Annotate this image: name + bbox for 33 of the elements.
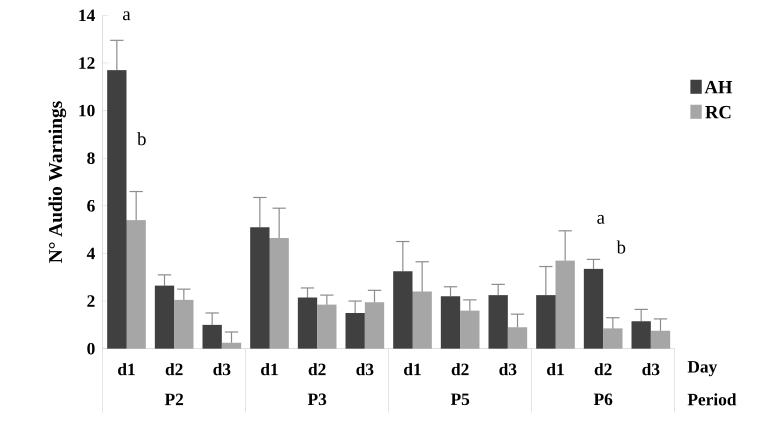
y-tick-label: 0	[87, 342, 95, 355]
text: Period	[688, 393, 736, 406]
y-tick-label: 10	[79, 104, 95, 116]
x-tick-label: d2	[166, 363, 183, 376]
annotation: b	[616, 240, 626, 254]
annotation: b	[137, 132, 146, 146]
y-tick-label: 8	[87, 152, 95, 164]
x-tick-label: d2	[452, 363, 469, 376]
x-tick-label: d2	[308, 363, 326, 376]
x-tick-label: d1	[547, 363, 564, 376]
y-tick-label: 6	[87, 200, 95, 212]
x-axis-title: Day	[688, 361, 718, 376]
x-tick-label: d2	[594, 363, 612, 376]
y-axis-title: N° Audio Warnings	[48, 101, 66, 263]
annotation: a	[597, 214, 605, 224]
legend-label: AH	[704, 80, 732, 94]
x-tick-label: d3	[499, 363, 516, 376]
x-tick-label: d3	[356, 363, 374, 376]
text: P5	[450, 394, 470, 406]
x-tick-label: d1	[261, 363, 278, 376]
x-tick-label: d1	[118, 363, 135, 376]
x-tick-label: d3	[642, 363, 660, 376]
legend-label: RC	[705, 106, 730, 118]
y-tick-label: 2	[87, 295, 95, 307]
y-tick-label: 14	[79, 10, 95, 22]
y-tick-label: 4	[86, 248, 95, 260]
annotation: a	[123, 11, 130, 20]
y-tick-label: 12	[79, 57, 95, 69]
x-tick-label: d3	[213, 363, 230, 376]
x-tick-label: d1	[404, 363, 421, 376]
text: P2	[164, 394, 184, 406]
text: P3	[308, 394, 326, 406]
text: P6	[594, 394, 612, 406]
